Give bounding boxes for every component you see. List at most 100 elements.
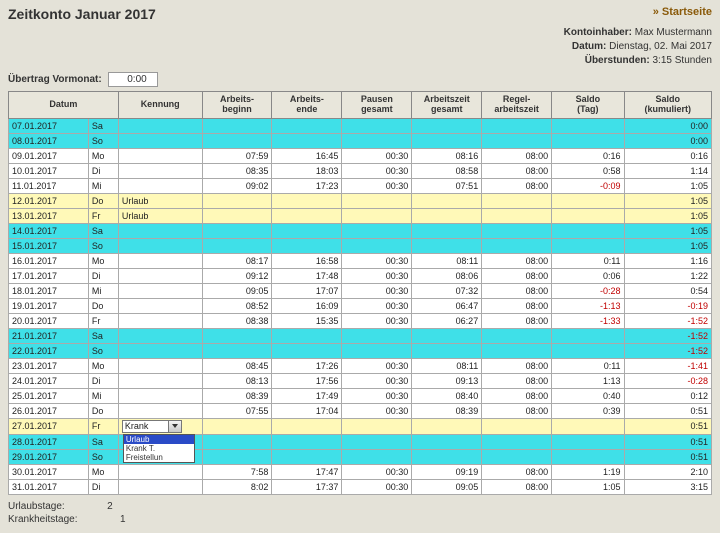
cell-begin[interactable]: 08:39 bbox=[202, 388, 272, 403]
table-row[interactable]: 26.01.2017Do07:5517:0400:3008:3908:000:3… bbox=[9, 403, 712, 418]
cell-weekday[interactable]: Di bbox=[88, 163, 118, 178]
cell-end[interactable] bbox=[272, 133, 342, 148]
cell-saldo-day[interactable]: -1:13 bbox=[552, 298, 624, 313]
table-row[interactable]: 24.01.2017Di08:1317:5600:3009:1308:001:1… bbox=[9, 373, 712, 388]
cell-saldo-cum[interactable]: -1:52 bbox=[624, 343, 711, 358]
cell-end[interactable] bbox=[272, 328, 342, 343]
table-row[interactable]: 12.01.2017DoUrlaub1:05 bbox=[9, 193, 712, 208]
cell-kennung[interactable] bbox=[118, 178, 202, 193]
cell-pause[interactable] bbox=[342, 208, 412, 223]
cell-pause[interactable] bbox=[342, 118, 412, 133]
cell-begin[interactable]: 09:12 bbox=[202, 268, 272, 283]
cell-begin[interactable]: 09:05 bbox=[202, 283, 272, 298]
cell-begin[interactable] bbox=[202, 118, 272, 133]
cell-begin[interactable] bbox=[202, 208, 272, 223]
cell-date[interactable]: 16.01.2017 bbox=[9, 253, 89, 268]
cell-date[interactable]: 28.01.2017 bbox=[9, 434, 89, 449]
table-row[interactable]: 07.01.2017Sa0:00 bbox=[9, 118, 712, 133]
cell-kennung[interactable] bbox=[118, 343, 202, 358]
cell-pause[interactable]: 00:30 bbox=[342, 268, 412, 283]
cell-end[interactable] bbox=[272, 118, 342, 133]
dropdown-list[interactable]: UrlaubKrank T.Freistellun bbox=[123, 434, 195, 463]
cell-weekday[interactable]: Sa bbox=[88, 118, 118, 133]
th-arbeit[interactable]: Arbeitszeitgesamt bbox=[412, 92, 482, 119]
cell-saldo-cum[interactable]: -0:19 bbox=[624, 298, 711, 313]
cell-saldo-cum[interactable]: 0:51 bbox=[624, 418, 711, 434]
table-row[interactable]: 10.01.2017Di08:3518:0300:3008:5808:000:5… bbox=[9, 163, 712, 178]
cell-saldo-day[interactable] bbox=[552, 343, 624, 358]
cell-regular[interactable]: 08:00 bbox=[482, 313, 552, 328]
cell-begin[interactable] bbox=[202, 449, 272, 464]
cell-saldo-day[interactable] bbox=[552, 434, 624, 449]
cell-saldo-day[interactable] bbox=[552, 328, 624, 343]
cell-saldo-cum[interactable]: 0:16 bbox=[624, 148, 711, 163]
cell-end[interactable]: 17:49 bbox=[272, 388, 342, 403]
cell-regular[interactable] bbox=[482, 328, 552, 343]
table-row[interactable]: 27.01.2017FrKrankUrlaubKrank T.Freistell… bbox=[9, 418, 712, 434]
cell-weekday[interactable]: Di bbox=[88, 479, 118, 494]
th-kennung[interactable]: Kennung bbox=[118, 92, 202, 119]
cell-saldo-day[interactable] bbox=[552, 118, 624, 133]
cell-pause[interactable]: 00:30 bbox=[342, 388, 412, 403]
cell-date[interactable]: 20.01.2017 bbox=[9, 313, 89, 328]
cell-saldo-cum[interactable]: 3:15 bbox=[624, 479, 711, 494]
cell-begin[interactable] bbox=[202, 238, 272, 253]
table-row[interactable]: 21.01.2017Sa-1:52 bbox=[9, 328, 712, 343]
th-saldo-tag[interactable]: Saldo(Tag) bbox=[552, 92, 624, 119]
cell-work[interactable]: 07:32 bbox=[412, 283, 482, 298]
cell-regular[interactable]: 08:00 bbox=[482, 283, 552, 298]
home-link[interactable]: » Startseite bbox=[653, 6, 712, 18]
cell-pause[interactable] bbox=[342, 133, 412, 148]
cell-weekday[interactable]: Mo bbox=[88, 464, 118, 479]
cell-work[interactable]: 08:16 bbox=[412, 148, 482, 163]
table-row[interactable]: 15.01.2017So1:05 bbox=[9, 238, 712, 253]
cell-work[interactable] bbox=[412, 328, 482, 343]
table-row[interactable]: 09.01.2017Mo07:5916:4500:3008:1608:000:1… bbox=[9, 148, 712, 163]
cell-kennung[interactable] bbox=[118, 403, 202, 418]
cell-kennung[interactable] bbox=[118, 223, 202, 238]
table-row[interactable]: 16.01.2017Mo08:1716:5800:3008:1108:000:1… bbox=[9, 253, 712, 268]
cell-weekday[interactable]: Di bbox=[88, 268, 118, 283]
cell-work[interactable]: 06:47 bbox=[412, 298, 482, 313]
cell-begin[interactable]: 7:58 bbox=[202, 464, 272, 479]
cell-work[interactable]: 09:05 bbox=[412, 479, 482, 494]
cell-end[interactable]: 18:03 bbox=[272, 163, 342, 178]
cell-regular[interactable]: 08:00 bbox=[482, 178, 552, 193]
table-row[interactable]: 11.01.2017Mi09:0217:2300:3007:5108:00-0:… bbox=[9, 178, 712, 193]
cell-regular[interactable]: 08:00 bbox=[482, 163, 552, 178]
cell-saldo-day[interactable]: 0:11 bbox=[552, 358, 624, 373]
cell-work[interactable]: 08:40 bbox=[412, 388, 482, 403]
cell-end[interactable] bbox=[272, 449, 342, 464]
cell-work[interactable] bbox=[412, 238, 482, 253]
cell-end[interactable]: 16:09 bbox=[272, 298, 342, 313]
cell-saldo-day[interactable]: 1:05 bbox=[552, 479, 624, 494]
cell-end[interactable] bbox=[272, 418, 342, 434]
cell-weekday[interactable]: Sa bbox=[88, 223, 118, 238]
th-beginn[interactable]: Arbeits-beginn bbox=[202, 92, 272, 119]
cell-end[interactable] bbox=[272, 208, 342, 223]
cell-weekday[interactable]: Do bbox=[88, 298, 118, 313]
cell-saldo-cum[interactable]: 0:51 bbox=[624, 449, 711, 464]
cell-saldo-cum[interactable]: 0:51 bbox=[624, 403, 711, 418]
cell-begin[interactable] bbox=[202, 343, 272, 358]
cell-date[interactable]: 07.01.2017 bbox=[9, 118, 89, 133]
cell-kennung[interactable]: Urlaub bbox=[118, 208, 202, 223]
cell-date[interactable]: 21.01.2017 bbox=[9, 328, 89, 343]
cell-regular[interactable] bbox=[482, 118, 552, 133]
dropdown-option[interactable]: Freistellun bbox=[124, 453, 194, 462]
cell-work[interactable] bbox=[412, 434, 482, 449]
cell-pause[interactable] bbox=[342, 418, 412, 434]
cell-weekday[interactable]: Fr bbox=[88, 208, 118, 223]
cell-date[interactable]: 26.01.2017 bbox=[9, 403, 89, 418]
cell-end[interactable]: 16:58 bbox=[272, 253, 342, 268]
cell-weekday[interactable]: Mo bbox=[88, 148, 118, 163]
cell-end[interactable]: 17:04 bbox=[272, 403, 342, 418]
cell-end[interactable] bbox=[272, 434, 342, 449]
cell-end[interactable]: 15:35 bbox=[272, 313, 342, 328]
cell-work[interactable]: 08:11 bbox=[412, 253, 482, 268]
cell-begin[interactable] bbox=[202, 328, 272, 343]
cell-kennung[interactable] bbox=[118, 118, 202, 133]
cell-date[interactable]: 13.01.2017 bbox=[9, 208, 89, 223]
cell-date[interactable]: 14.01.2017 bbox=[9, 223, 89, 238]
cell-work[interactable] bbox=[412, 449, 482, 464]
